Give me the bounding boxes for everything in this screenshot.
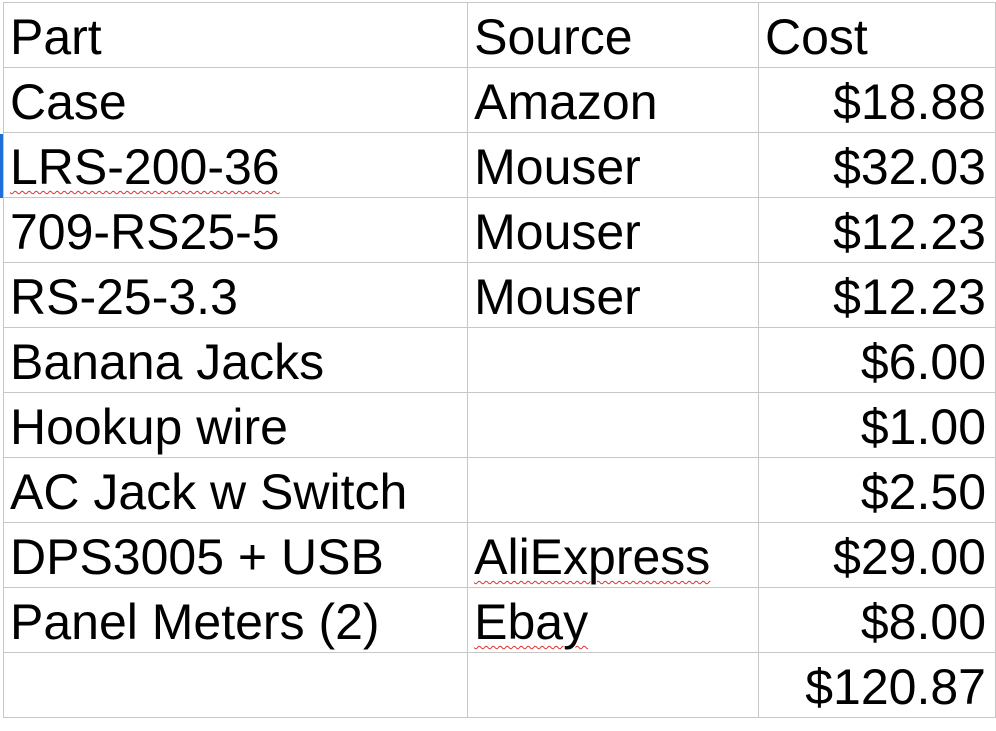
- source-cell[interactable]: AliExpress: [467, 522, 759, 588]
- header-cell-source[interactable]: Source: [467, 2, 759, 68]
- source-cell[interactable]: [467, 392, 759, 458]
- part-text: Panel Meters (2): [10, 594, 380, 650]
- cost-cell[interactable]: $18.88: [758, 67, 996, 133]
- table-row: 709-RS25-5 Mouser $12.23: [2, 197, 996, 263]
- cost-text: $2.50: [860, 464, 986, 520]
- cost-cell[interactable]: $12.23: [758, 197, 996, 263]
- table-row: RS-25-3.3 Mouser $12.23: [2, 262, 996, 328]
- header-part-label: Part: [10, 9, 102, 65]
- part-cell[interactable]: DPS3005 + USB: [2, 522, 469, 588]
- source-cell[interactable]: [467, 327, 759, 393]
- cost-text: $29.00: [833, 529, 986, 585]
- part-text: AC Jack w Switch: [10, 464, 408, 520]
- parts-cost-table: Part Source Cost Case Amazon $18.88 LRS-…: [2, 2, 996, 718]
- cost-text: $12.23: [833, 269, 986, 325]
- part-cell[interactable]: Banana Jacks: [2, 327, 469, 393]
- part-cell[interactable]: Hookup wire: [2, 392, 469, 458]
- part-text: 709-RS25-5: [10, 204, 280, 260]
- source-text: Mouser: [474, 204, 641, 260]
- part-cell[interactable]: AC Jack w Switch: [2, 457, 469, 523]
- header-cell-cost[interactable]: Cost: [758, 2, 996, 68]
- table-row: LRS-200-36 Mouser $32.03: [2, 132, 996, 198]
- cost-cell[interactable]: $32.03: [758, 132, 996, 198]
- cost-text: $1.00: [860, 399, 986, 455]
- total-cost-cell[interactable]: $120.87: [758, 652, 996, 718]
- header-source-label: Source: [474, 9, 633, 65]
- part-cell[interactable]: RS-25-3.3: [2, 262, 469, 328]
- cost-text: $12.23: [833, 204, 986, 260]
- total-cost-text: $120.87: [805, 659, 986, 715]
- cost-text: $6.00: [860, 334, 986, 390]
- source-cell[interactable]: Ebay: [467, 587, 759, 653]
- source-cell[interactable]: Amazon: [467, 67, 759, 133]
- cost-text: $18.88: [833, 74, 986, 130]
- total-source-cell[interactable]: [467, 652, 759, 718]
- source-text: Ebay: [474, 594, 589, 650]
- source-text: Mouser: [474, 269, 641, 325]
- total-part-cell[interactable]: [2, 652, 469, 718]
- cost-cell[interactable]: $29.00: [758, 522, 996, 588]
- table-row: AC Jack w Switch $2.50: [2, 457, 996, 523]
- source-cell[interactable]: Mouser: [467, 262, 759, 328]
- source-text: Mouser: [474, 139, 641, 195]
- cost-text: $32.03: [833, 139, 986, 195]
- source-text: Amazon: [474, 74, 658, 130]
- part-text: Hookup wire: [10, 399, 288, 455]
- part-text: Banana Jacks: [10, 334, 325, 390]
- cost-cell[interactable]: $1.00: [758, 392, 996, 458]
- table-row: DPS3005 + USB AliExpress $29.00: [2, 522, 996, 588]
- part-text: Case: [10, 74, 127, 130]
- part-cell[interactable]: LRS-200-36: [2, 132, 469, 198]
- table-row: Hookup wire $1.00: [2, 392, 996, 458]
- header-row: Part Source Cost: [2, 2, 996, 68]
- source-cell[interactable]: Mouser: [467, 197, 759, 263]
- cost-text: $8.00: [860, 594, 986, 650]
- table-row: Panel Meters (2) Ebay $8.00: [2, 587, 996, 653]
- active-row-indicator: [0, 134, 3, 198]
- source-text: AliExpress: [474, 529, 711, 585]
- source-cell[interactable]: [467, 457, 759, 523]
- part-cell[interactable]: 709-RS25-5: [2, 197, 469, 263]
- cost-cell[interactable]: $8.00: [758, 587, 996, 653]
- header-cost-label: Cost: [765, 9, 868, 65]
- table-row: Case Amazon $18.88: [2, 67, 996, 133]
- cost-cell[interactable]: $12.23: [758, 262, 996, 328]
- cost-cell[interactable]: $2.50: [758, 457, 996, 523]
- total-row: $120.87: [2, 652, 996, 718]
- part-cell[interactable]: Panel Meters (2): [2, 587, 469, 653]
- part-cell[interactable]: Case: [2, 67, 469, 133]
- cost-cell[interactable]: $6.00: [758, 327, 996, 393]
- part-text: RS-25-3.3: [10, 269, 238, 325]
- source-cell[interactable]: Mouser: [467, 132, 759, 198]
- part-text: LRS-200-36: [10, 139, 280, 195]
- table-row: Banana Jacks $6.00: [2, 327, 996, 393]
- part-text: DPS3005 + USB: [10, 529, 384, 585]
- header-cell-part[interactable]: Part: [2, 2, 469, 68]
